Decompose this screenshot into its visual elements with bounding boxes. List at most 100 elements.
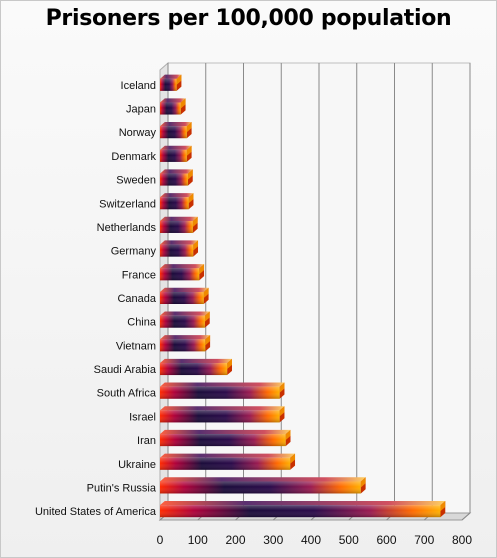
- bar-top-face: [160, 193, 194, 198]
- bar: [160, 500, 446, 518]
- bar-shading: [160, 410, 280, 423]
- category-label: Switzerland: [99, 198, 156, 210]
- category-label: South Africa: [97, 388, 157, 400]
- bar-top-face: [160, 264, 205, 269]
- bar-end-highlight: [187, 169, 193, 180]
- x-tick-label: 800: [452, 533, 472, 547]
- bar-shading: [160, 505, 441, 518]
- category-label: China: [127, 317, 157, 329]
- bar: [160, 311, 210, 328]
- bar: [160, 169, 193, 186]
- bar: [160, 358, 232, 376]
- bar-shading: [160, 149, 187, 162]
- bar-end-highlight: [360, 477, 366, 488]
- x-tick-label: 600: [376, 533, 396, 547]
- bar: [160, 429, 291, 447]
- x-tick-label: 100: [188, 533, 208, 547]
- bar-top-face: [160, 477, 366, 482]
- category-label: Germany: [111, 246, 157, 258]
- category-label: Vietnam: [116, 340, 156, 352]
- bar-shading: [160, 102, 181, 115]
- bars: [160, 74, 446, 518]
- bar-top-face: [160, 358, 232, 364]
- category-label: Japan: [126, 104, 156, 116]
- gridline-floor: [461, 512, 471, 521]
- bar-shading: [160, 244, 194, 257]
- bar: [160, 382, 285, 399]
- category-label: Iceland: [121, 80, 156, 92]
- bar-top-face: [160, 74, 182, 79]
- bar-top-face: [160, 406, 285, 411]
- bar-end-highlight: [199, 264, 205, 275]
- bar-top-face: [160, 240, 199, 245]
- x-tick-label: 200: [225, 533, 245, 547]
- bar: [160, 406, 285, 423]
- x-tick-label: 500: [339, 533, 359, 547]
- x-tick-label: 300: [263, 533, 283, 547]
- bar-shading: [160, 126, 187, 139]
- category-label: Iran: [137, 435, 156, 447]
- bar-top-face: [160, 429, 291, 435]
- bar-end-highlight: [186, 122, 192, 133]
- bar-top-face: [160, 453, 296, 458]
- bar: [160, 477, 366, 494]
- bar: [160, 74, 182, 91]
- bar: [160, 193, 194, 210]
- category-label: United States of America: [35, 506, 157, 518]
- bar-shading: [160, 457, 291, 470]
- bar: [160, 453, 296, 470]
- category-label: Israel: [129, 411, 156, 423]
- bar-end-highlight: [204, 311, 210, 322]
- bar: [160, 287, 209, 304]
- bar-end-highlight: [279, 382, 285, 393]
- bar-shading: [160, 268, 200, 281]
- bar-shading: [160, 481, 361, 494]
- x-axis-ticks: 0 100 200 300 400 500 600 700 800: [157, 533, 473, 547]
- category-label: Canada: [117, 293, 156, 305]
- bar-end-highlight: [176, 74, 182, 85]
- x-tick-label: 0: [157, 533, 164, 547]
- bar-top-face: [160, 500, 446, 506]
- bar-shading: [160, 339, 206, 352]
- bar: [160, 264, 205, 281]
- category-label: Saudi Arabia: [94, 364, 157, 376]
- bar-end-highlight: [205, 335, 211, 346]
- category-label: Putin's Russia: [87, 482, 157, 494]
- bar-top-face: [160, 145, 192, 150]
- category-labels: Iceland Japan Norway Denmark Sweden Switzerla…: [35, 80, 157, 518]
- bar-shading: [160, 78, 177, 91]
- x-tick-label: 400: [301, 533, 321, 547]
- category-label: Ukraine: [118, 459, 156, 471]
- bar-end-highlight: [188, 193, 194, 204]
- bar-shading: [160, 292, 204, 304]
- category-label: Netherlands: [97, 222, 157, 234]
- bar-end-highlight: [227, 358, 232, 370]
- bar-end-highlight: [279, 406, 285, 417]
- category-label: Norway: [119, 127, 157, 139]
- bar-shading: [160, 434, 286, 447]
- bar-top-face: [160, 335, 211, 340]
- bar: [160, 122, 192, 139]
- bar: [160, 98, 186, 115]
- x-tick-label: 700: [414, 533, 434, 547]
- category-label: Denmark: [111, 151, 156, 163]
- bar-top-face: [160, 287, 209, 292]
- bar-end-highlight: [440, 500, 446, 512]
- chart-title: Prisoners per 100,000 population: [45, 6, 452, 31]
- category-label: France: [122, 269, 156, 281]
- bar-shading: [160, 386, 280, 399]
- bar-top-face: [160, 382, 285, 387]
- bar-top-face: [160, 311, 210, 316]
- bar-top-face: [160, 122, 192, 127]
- bar-top-face: [160, 98, 186, 103]
- bar: [160, 240, 199, 257]
- bar-shading: [160, 220, 193, 233]
- bar-shading: [160, 315, 205, 328]
- bar-shading: [160, 173, 188, 186]
- bar-end-highlight: [290, 453, 296, 464]
- bar: [160, 335, 211, 352]
- bar-top-face: [160, 169, 193, 174]
- bar-end-highlight: [193, 240, 199, 251]
- bar: [160, 145, 192, 162]
